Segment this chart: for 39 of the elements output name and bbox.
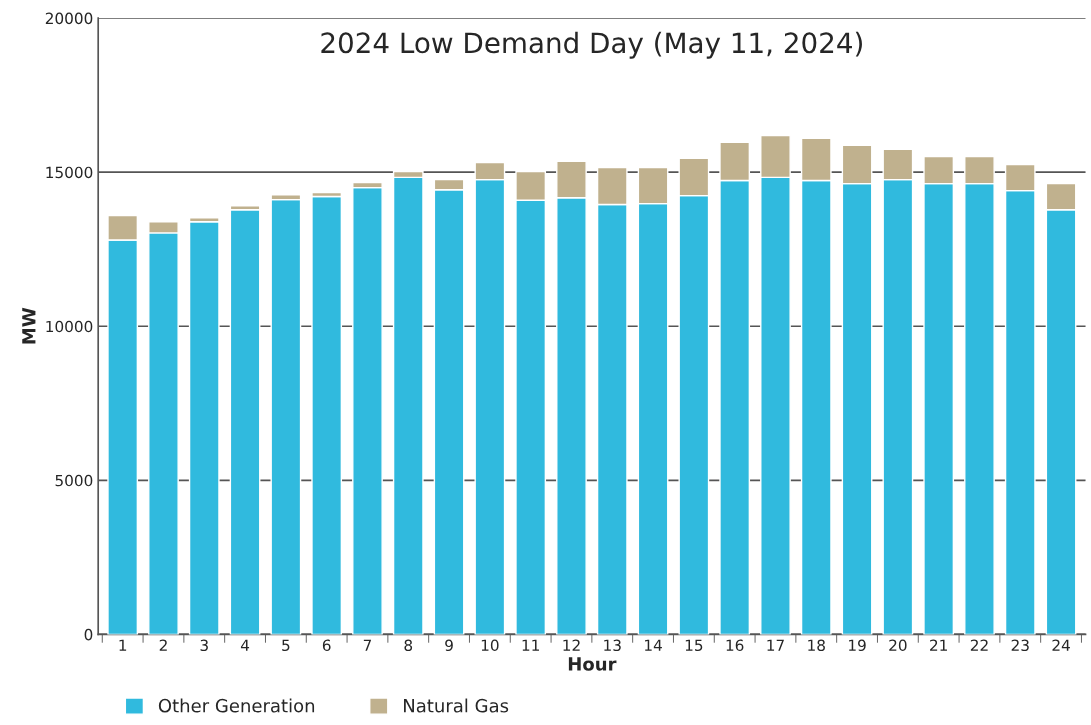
legend-label: Natural Gas <box>404 698 509 713</box>
x-tick-label: 6 <box>322 639 331 652</box>
x-tick-label: 5 <box>282 639 290 652</box>
legend-label: Other Generation <box>158 698 315 713</box>
y-tick-label: 10000 <box>46 320 93 333</box>
x-tick-label: 24 <box>1052 639 1070 651</box>
y-tick-label: 20000 <box>45 12 93 25</box>
x-tick-label: 10 <box>481 639 499 652</box>
x-tick-label: 7 <box>363 639 372 651</box>
x-tick-label: 2 <box>159 639 167 651</box>
bar <box>311 195 343 635</box>
x-tick-label: 15 <box>685 639 703 652</box>
x-tick-label: 13 <box>604 639 621 652</box>
x-tick-label: 12 <box>563 639 580 651</box>
x-tick-label: 22 <box>970 639 988 651</box>
x-axis-title: Hour <box>568 657 617 671</box>
x-tick-label: 14 <box>645 639 662 651</box>
bar <box>229 209 261 635</box>
x-tick-label: 18 <box>808 639 825 652</box>
x-tick-label: 1 <box>119 639 127 651</box>
x-tick-label: 16 <box>726 639 744 652</box>
bar <box>270 198 302 635</box>
x-tick-label: 23 <box>1011 639 1029 652</box>
x-tick-label: 8 <box>404 639 413 652</box>
x-tick-label: 3 <box>200 639 208 652</box>
bar <box>352 186 383 635</box>
y-tick-label: 15000 <box>46 166 93 179</box>
x-tick-label: 9 <box>445 639 453 652</box>
x-tick-label: 4 <box>240 639 250 651</box>
x-tick-label: 11 <box>522 639 539 651</box>
y-axis-title: MW <box>22 307 36 344</box>
x-tick-label: 19 <box>849 639 866 652</box>
y-tick-label: 0 <box>84 628 93 641</box>
x-tick-label: 20 <box>889 639 907 652</box>
bar <box>188 221 220 635</box>
x-tick-label: 17 <box>767 639 784 651</box>
chart-title: 2024 Low Demand Day (May 11, 2024) <box>321 31 862 59</box>
y-tick-label: 5000 <box>55 474 93 487</box>
x-tick-label: 21 <box>930 639 947 651</box>
